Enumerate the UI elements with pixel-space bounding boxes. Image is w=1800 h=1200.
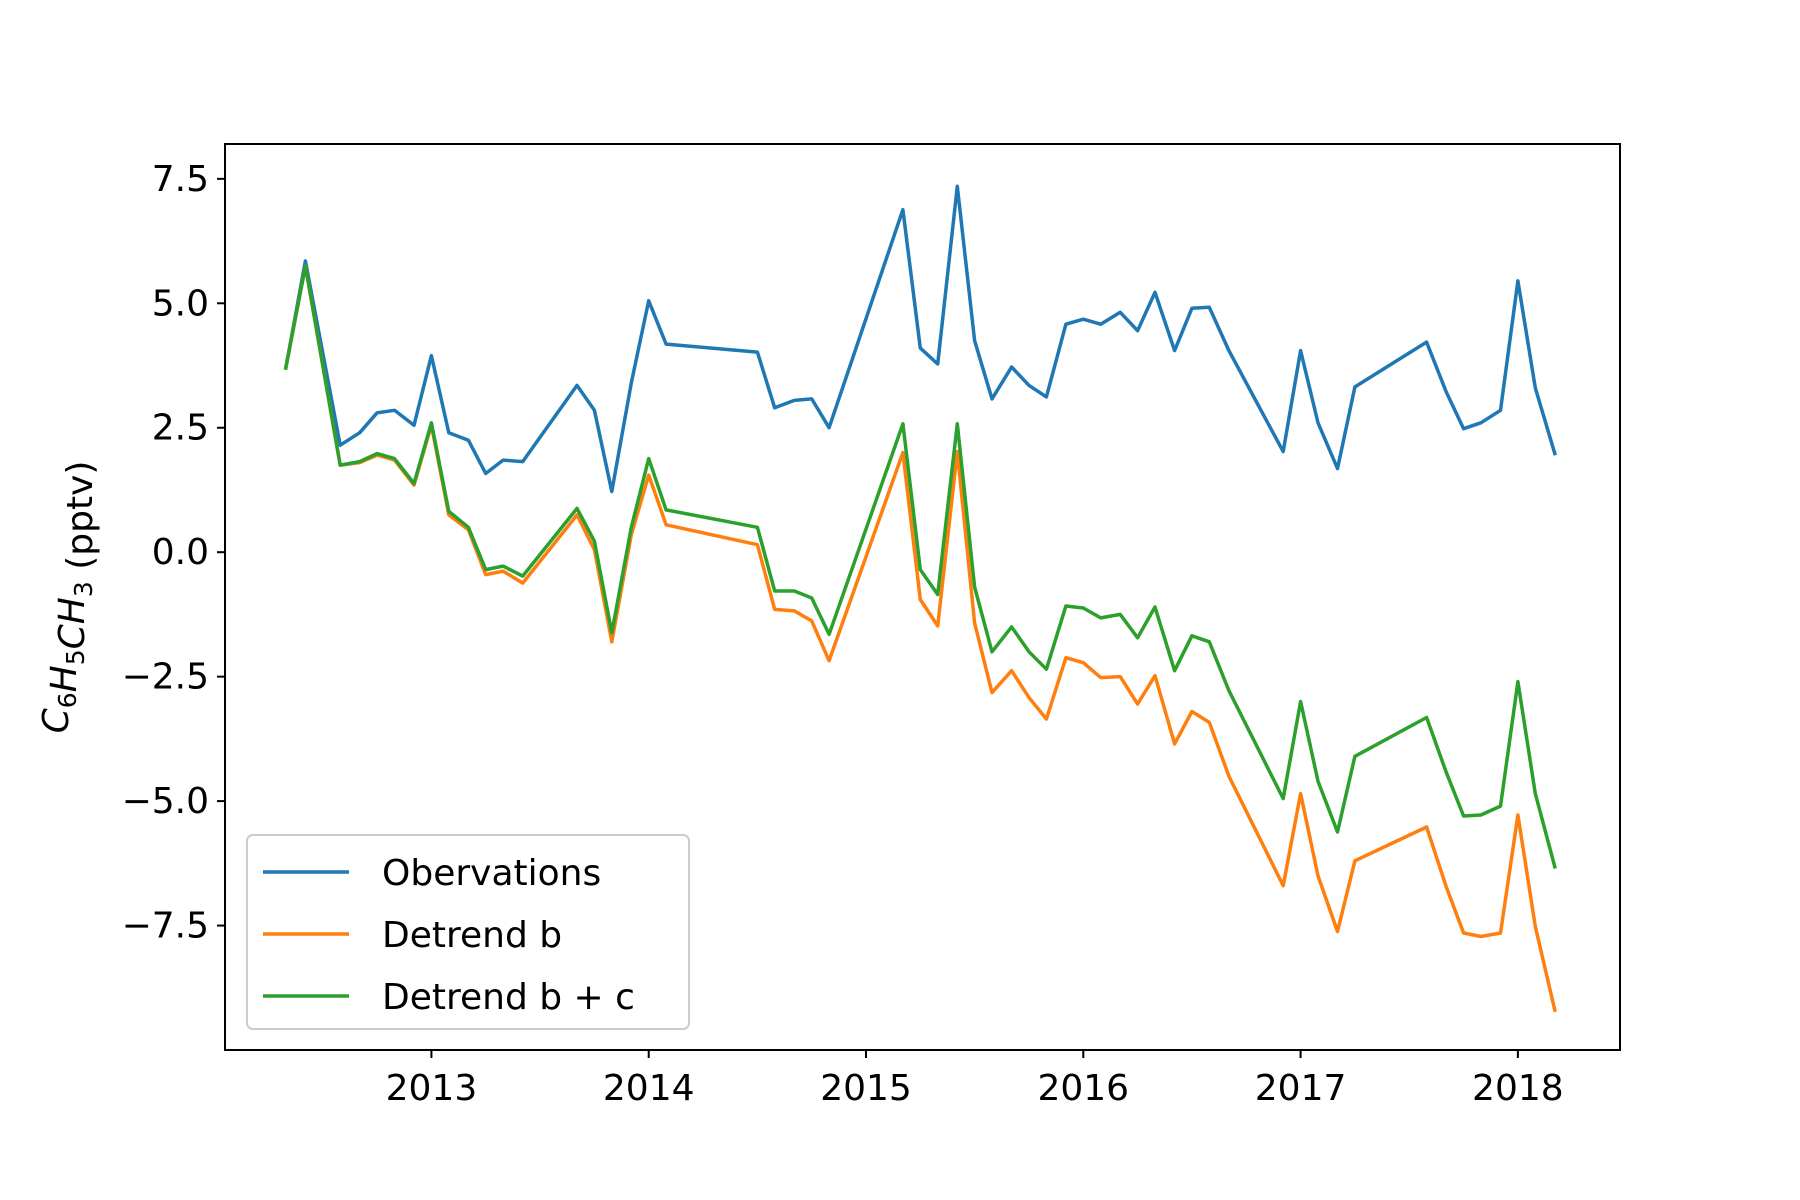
legend-label-2: Detrend b — [382, 915, 562, 956]
x-tick-label: 2017 — [1255, 1068, 1347, 1109]
y-axis-title: C6H5CH3 (pptv) — [36, 461, 101, 734]
x-tick-label: 2013 — [386, 1068, 478, 1109]
series-layer — [283, 184, 1557, 1013]
x-axis: 2013 2014 2015 2016 2017 2018 — [386, 1050, 1564, 1109]
x-tick-label: 2016 — [1037, 1068, 1129, 1109]
y-tick-label: −5.0 — [122, 781, 209, 822]
y-tick-label: 7.5 — [152, 159, 209, 200]
series-line-1 — [283, 184, 1557, 494]
y-tick-label: −7.5 — [122, 906, 209, 947]
legend: Obervations Detrend b Detrend b + c — [246, 834, 690, 1030]
series-line-3 — [283, 264, 1557, 869]
y-axis: 7.5 5.0 2.5 0.0 −2.5 −5.0 −7.5 — [122, 159, 225, 947]
y-tick-label: 0.0 — [152, 532, 209, 573]
x-tick-label: 2018 — [1472, 1068, 1564, 1109]
legend-frame — [246, 834, 690, 1030]
y-tick-label: 2.5 — [152, 408, 209, 449]
y-tick-label: −2.5 — [122, 657, 209, 698]
plot-frame — [224, 143, 1621, 1051]
y-tick-label: 5.0 — [152, 283, 209, 324]
x-tick-label: 2014 — [603, 1068, 695, 1109]
legend-label-1: Obervations — [382, 853, 601, 894]
x-tick-label: 2015 — [820, 1068, 912, 1109]
legend-label-3: Detrend b + c — [382, 977, 635, 1018]
